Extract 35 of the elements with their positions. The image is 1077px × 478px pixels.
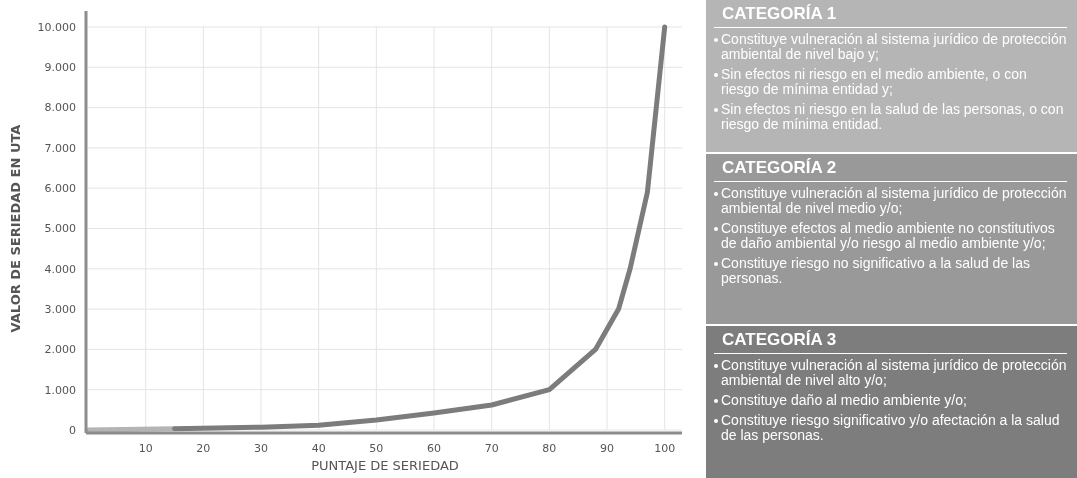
text: Constituye daño al medio ambiente y/o; <box>721 392 967 408</box>
text: Sin efectos ni riesgo en la salud de las personas, o con riesgo de mínima entidad. <box>721 101 1065 132</box>
text: Constituye riesgo no significativo a la salud de las personas. <box>721 255 1031 286</box>
y-tick-label: 1.000 <box>44 383 76 397</box>
text: CATEGORÍA 3 <box>714 330 1067 354</box>
y-tick-label: 2.000 <box>44 343 76 357</box>
text: Constituye riesgo significativo y/o afectación a la salud de las personas. <box>721 412 1061 443</box>
text: CATEGORÍA 2 <box>714 158 1067 182</box>
text: CATEGORÍA 1 <box>714 4 1067 28</box>
y-axis-title: VALOR DE SERIEDAD EN UTA <box>8 124 23 333</box>
x-axis-title: PUNTAJE DE SERIEDAD <box>311 458 459 473</box>
x-tick-label: 90 <box>600 442 615 455</box>
text: Constituye vulneración al sistema jurídico de protección ambiental de nivel medio y/o; <box>721 185 1067 216</box>
y-tick-label: 6.000 <box>44 182 76 196</box>
text: Constituye vulneración al sistema jurídico de protección ambiental de nivel alto y/o; <box>721 357 1067 388</box>
y-tick-label: 7.000 <box>44 141 76 155</box>
x-tick-label: 50 <box>369 442 384 455</box>
x-tick-label: 100 <box>654 442 676 455</box>
y-tick-label: 3.000 <box>44 302 76 316</box>
x-tick-label: 40 <box>311 442 326 455</box>
y-tick-label: 5.000 <box>44 222 76 236</box>
x-tick-label: 70 <box>484 442 499 455</box>
x-tick-label: 60 <box>427 442 442 455</box>
x-tick-label: 20 <box>196 442 211 455</box>
text: Sin efectos ni riesgo en el medio ambiente, o con riesgo de mínima entidad y; <box>721 66 1028 97</box>
text: Constituye vulneración al sistema jurídico de protección ambiental de nivel bajo y; <box>721 31 1067 62</box>
y-tick-label: 0 <box>69 423 76 437</box>
x-tick-label: 30 <box>254 442 269 455</box>
x-tick-label: 10 <box>138 442 153 455</box>
y-tick-label: 10.000 <box>37 20 76 34</box>
x-tick-label: 80 <box>542 442 557 455</box>
y-tick-label: 8.000 <box>44 101 76 115</box>
text: Constituye efectos al medio ambiente no constitutivos de daño ambiental y/o riesgo al medio ambiente y/o; <box>721 220 1056 251</box>
y-tick-label: 4.000 <box>44 262 76 276</box>
y-tick-label: 9.000 <box>44 61 76 75</box>
